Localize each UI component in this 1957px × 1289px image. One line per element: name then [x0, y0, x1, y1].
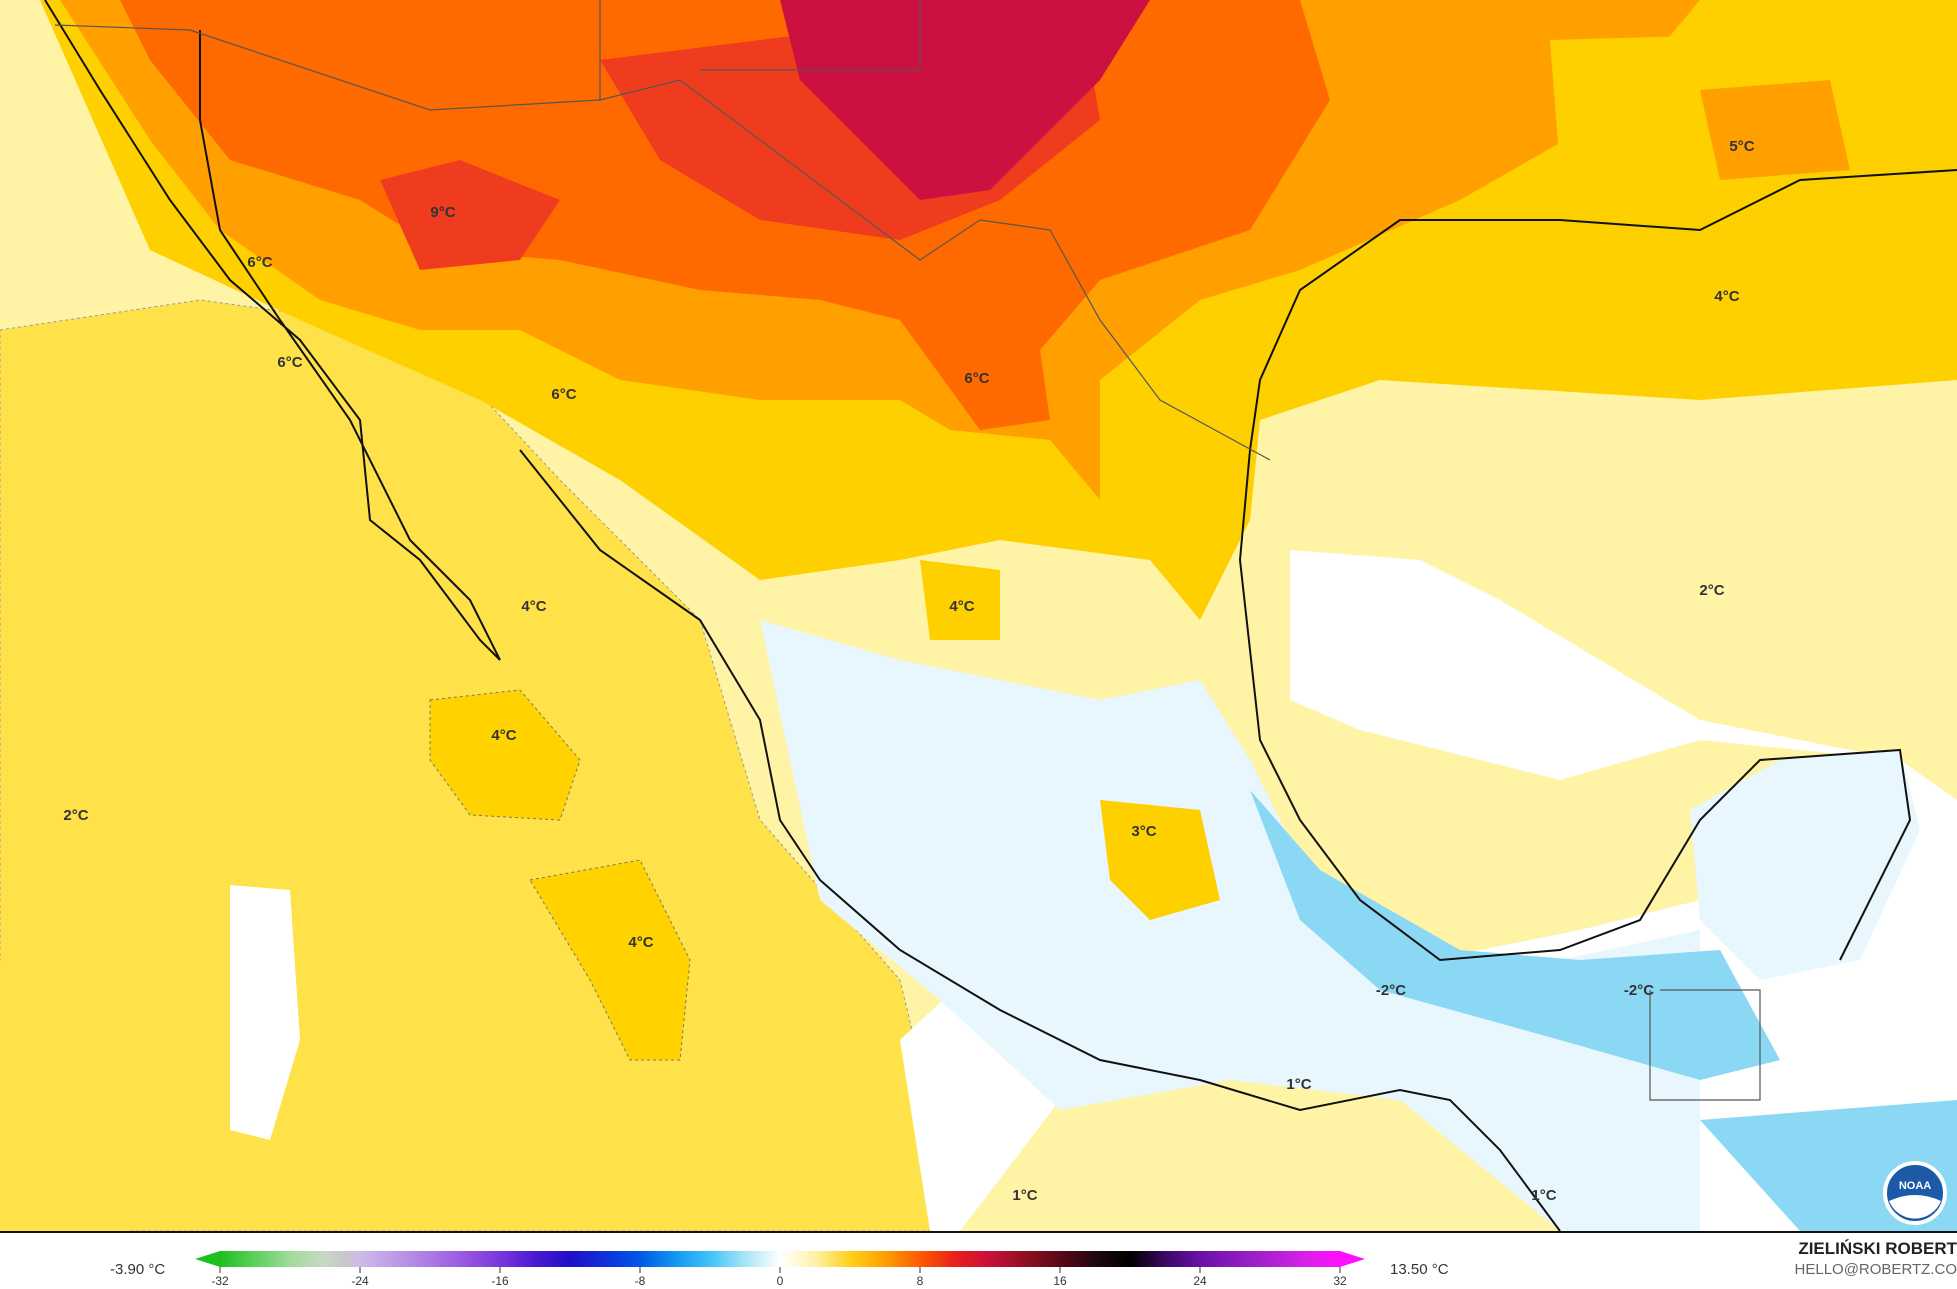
- contour-label: -2°C: [1376, 982, 1406, 999]
- country-borders: [54, 0, 1761, 1101]
- colorbar-min-arrow: [195, 1251, 220, 1267]
- south-mexico-cool: [760, 620, 1700, 1231]
- contour-label: 3°C: [1131, 823, 1156, 840]
- contour-pale: [0, 960, 130, 1231]
- colorbar-tick-label: -8: [635, 1274, 646, 1287]
- contour-label: 4°C: [949, 598, 974, 615]
- contour-label: 4°C: [628, 934, 653, 951]
- contour-4c-a: [429, 689, 581, 821]
- south-mexico-blue: [1250, 790, 1957, 1231]
- yucatan-cool: [1690, 750, 1920, 980]
- white-patch: [230, 885, 300, 1140]
- contour-label: 4°C: [1714, 288, 1739, 305]
- colorbar-tick-label: -24: [351, 1274, 369, 1287]
- contour-label: 4°C: [491, 727, 516, 744]
- contour-label: 2°C: [1699, 582, 1724, 599]
- contour-label: 1°C: [1012, 1187, 1037, 1204]
- colorbar-tick-label: 16: [1053, 1274, 1067, 1287]
- colorbar-gradient: [220, 1251, 1340, 1267]
- contour-label: 5°C: [1729, 138, 1754, 155]
- contour-label: 4°C: [521, 598, 546, 615]
- contour-label: 9°C: [430, 204, 455, 221]
- central-yellow: [920, 560, 1220, 920]
- coastline: [44, 0, 1957, 1231]
- contour-label: 6°C: [247, 254, 272, 271]
- author-email: HELLO@ROBERTZ.CO: [1794, 1261, 1957, 1278]
- land-crimson: [780, 0, 1150, 200]
- author-credit: ZIELIŃSKI ROBERT: [1798, 1239, 1957, 1258]
- colorbar-legend: -3.90 °C -32 -24 -16 -8 0 8 16 24 32 13.50 °C ZI…: [0, 1231, 1957, 1289]
- contour-label: -2°C: [1624, 982, 1654, 999]
- colorbar-tick-label: 0: [777, 1274, 784, 1287]
- min-value: -3.90 °C: [110, 1261, 166, 1278]
- colorbar-tick-label: 8: [917, 1274, 924, 1287]
- colorbar-tick-label: -16: [491, 1274, 509, 1287]
- contour-label: 2°C: [63, 807, 88, 824]
- contour-4c-b: [529, 859, 691, 1061]
- contour-label: 1°C: [1531, 1187, 1556, 1204]
- noaa-logo: NOAA: [1883, 1161, 1947, 1225]
- colorbar-tick-label: -32: [211, 1274, 229, 1287]
- contour-label: 6°C: [277, 354, 302, 371]
- louisiana-orange: [1700, 80, 1850, 180]
- colorbar-tick-label: 24: [1193, 1274, 1207, 1287]
- max-value: 13.50 °C: [1390, 1261, 1449, 1278]
- contour-label: 6°C: [964, 370, 989, 387]
- temperature-anomaly-map: 9°C 6°C 6°C 6°C 6°C 5°C 4°C 2°C 4°C 4°C 4°C 2°C 3°C 4…: [0, 0, 1957, 1231]
- contour-label: 1°C: [1286, 1076, 1311, 1093]
- contour-label: 6°C: [551, 386, 576, 403]
- gulf-pale: [1260, 380, 1957, 760]
- colorbar-tick-label: 32: [1333, 1274, 1347, 1287]
- colorbar: -32 -24 -16 -8 0 8 16 24 32: [195, 1251, 1365, 1287]
- svg-text:NOAA: NOAA: [1899, 1180, 1931, 1192]
- colorbar-max-arrow: [1340, 1251, 1365, 1267]
